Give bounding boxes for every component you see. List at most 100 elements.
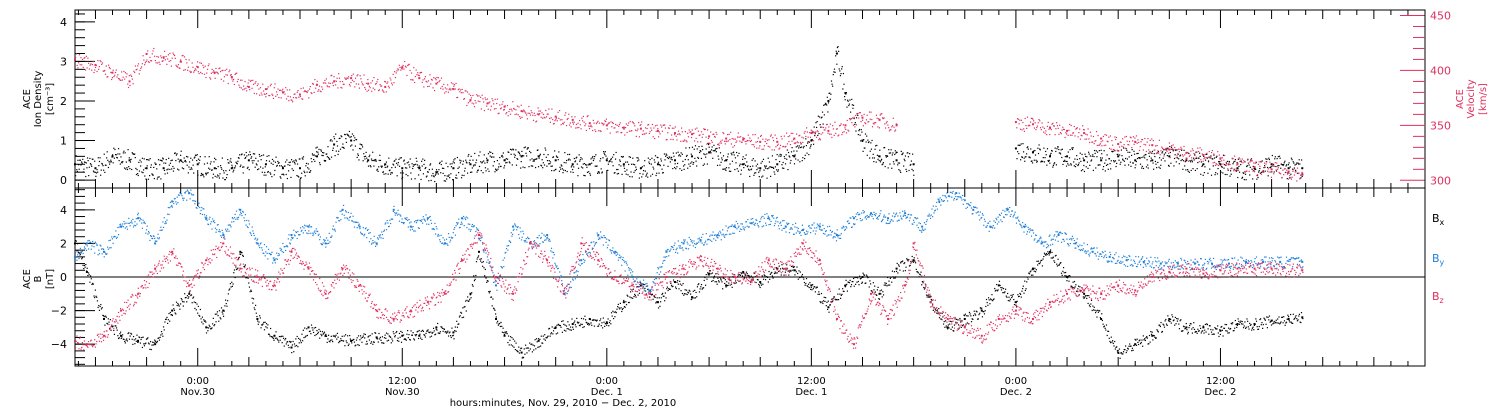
velocity-point bbox=[1083, 132, 1086, 135]
density-dot bbox=[181, 160, 183, 163]
density-dot bbox=[1263, 167, 1265, 169]
bx-dot bbox=[510, 336, 512, 338]
bx-dot bbox=[200, 318, 202, 320]
velocity-dot bbox=[407, 64, 409, 67]
velocity-dot bbox=[1135, 141, 1137, 143]
bx-dot bbox=[880, 293, 882, 295]
bx-dot bbox=[900, 262, 902, 264]
bx-dot bbox=[835, 299, 837, 301]
density-dot bbox=[341, 136, 343, 138]
bx-dot bbox=[387, 333, 389, 335]
bx-dot bbox=[379, 336, 381, 338]
density-dot bbox=[1040, 161, 1042, 163]
bx-dot bbox=[548, 327, 551, 330]
velocity-dot bbox=[1290, 177, 1292, 179]
velocity-dot bbox=[252, 79, 254, 81]
velocity-dot bbox=[308, 88, 311, 90]
density-dot bbox=[216, 174, 219, 176]
velocity-dot bbox=[284, 93, 286, 95]
density-dot bbox=[614, 158, 617, 160]
density-dot bbox=[205, 172, 207, 174]
density-dot bbox=[266, 155, 268, 157]
velocity-dot bbox=[865, 123, 867, 125]
density-dot bbox=[885, 156, 887, 158]
density-dot bbox=[334, 155, 336, 157]
density-dot bbox=[414, 178, 416, 180]
bx-dot bbox=[772, 277, 774, 279]
bx-dot bbox=[707, 273, 709, 276]
bx-dot bbox=[482, 261, 484, 263]
velocity-dot bbox=[494, 98, 496, 100]
density-dot bbox=[725, 169, 727, 172]
velocity-dot bbox=[129, 84, 131, 87]
density-dot bbox=[471, 167, 473, 169]
velocity-dot bbox=[779, 147, 781, 149]
density-dot bbox=[892, 161, 895, 163]
velocity-dot bbox=[88, 62, 90, 64]
bx-dot bbox=[505, 331, 508, 333]
bx-dot bbox=[891, 270, 894, 272]
velocity-dot bbox=[206, 72, 208, 74]
bx-dot bbox=[878, 298, 881, 300]
velocity-dot bbox=[203, 73, 206, 75]
bx-dot bbox=[463, 306, 465, 308]
velocity-dot bbox=[795, 142, 797, 144]
velocity-dot bbox=[170, 60, 172, 62]
velocity-dot bbox=[251, 87, 253, 89]
density-dot bbox=[839, 75, 842, 77]
density-dot bbox=[363, 153, 365, 155]
density-dot bbox=[130, 158, 132, 160]
velocity-dot bbox=[113, 76, 115, 78]
density-dot bbox=[398, 158, 400, 161]
bx-dot bbox=[122, 334, 124, 336]
velocity-dot bbox=[869, 118, 871, 120]
velocity-dot bbox=[1268, 171, 1270, 173]
velocity-dot bbox=[696, 127, 698, 129]
velocity-dot bbox=[223, 76, 226, 78]
velocity-dot bbox=[78, 62, 80, 64]
bx-dot bbox=[660, 301, 662, 303]
bx-dot bbox=[845, 279, 847, 281]
velocity-dot bbox=[731, 137, 733, 140]
velocity-dot bbox=[621, 131, 623, 134]
bx-dot bbox=[513, 346, 515, 348]
density-dot bbox=[909, 153, 911, 155]
density-dot bbox=[1198, 157, 1200, 159]
bx-dot bbox=[672, 279, 675, 281]
velocity-dot bbox=[856, 113, 858, 115]
density-dot bbox=[526, 148, 528, 150]
density-dot bbox=[746, 161, 748, 163]
velocity-dot bbox=[294, 93, 296, 95]
density-dot bbox=[1266, 166, 1269, 169]
density-dot bbox=[1029, 157, 1031, 159]
density-dot bbox=[638, 159, 640, 161]
velocity-dot bbox=[121, 79, 123, 81]
bx-dot bbox=[317, 331, 319, 333]
velocity-dot bbox=[832, 128, 835, 130]
density-dot bbox=[387, 165, 389, 167]
velocity-point bbox=[725, 137, 728, 140]
bx-dot bbox=[426, 330, 429, 332]
bx-dot bbox=[283, 345, 285, 347]
velocity-dot bbox=[780, 135, 782, 138]
density-dot bbox=[375, 160, 377, 162]
velocity-dot bbox=[1030, 117, 1032, 120]
velocity-dot bbox=[1142, 149, 1144, 151]
density-dot bbox=[377, 170, 379, 172]
velocity-dot bbox=[588, 128, 591, 130]
velocity-dot bbox=[128, 74, 130, 77]
density-dot bbox=[436, 172, 438, 174]
velocity-dot bbox=[108, 66, 110, 69]
density-dot bbox=[162, 157, 164, 159]
velocity-dot bbox=[815, 136, 818, 138]
bx-dot bbox=[348, 343, 350, 345]
density-dot bbox=[1221, 165, 1223, 168]
velocity-dot bbox=[677, 130, 680, 132]
velocity-dot bbox=[493, 108, 496, 110]
density-dot bbox=[420, 178, 422, 181]
velocity-dot bbox=[858, 112, 861, 114]
density-dot bbox=[431, 168, 433, 170]
density-dot bbox=[620, 155, 623, 158]
density-dot bbox=[335, 150, 337, 152]
bx-dot bbox=[267, 324, 269, 326]
